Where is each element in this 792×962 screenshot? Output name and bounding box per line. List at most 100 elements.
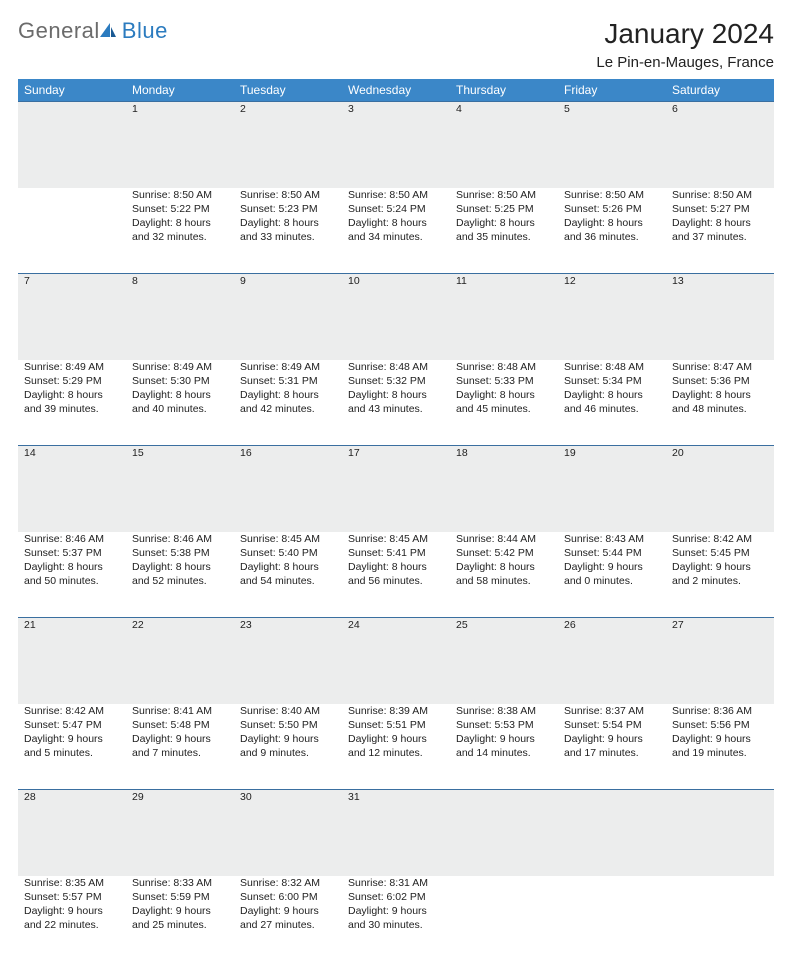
day-number (558, 790, 666, 876)
day-cell: Sunrise: 8:38 AMSunset: 5:53 PMDaylight:… (450, 704, 558, 790)
day-number: 9 (234, 274, 342, 360)
sunrise-text: Sunrise: 8:44 AM (456, 532, 552, 546)
day-cell: Sunrise: 8:50 AMSunset: 5:23 PMDaylight:… (234, 188, 342, 274)
sunset-text: Sunset: 5:44 PM (564, 546, 660, 560)
location-label: Le Pin-en-Mauges, France (596, 54, 774, 71)
weekday-header: Monday (126, 79, 234, 102)
day-cell: Sunrise: 8:35 AMSunset: 5:57 PMDaylight:… (18, 876, 126, 962)
d1-text: Daylight: 9 hours (132, 904, 228, 918)
sunrise-text: Sunrise: 8:42 AM (24, 704, 120, 718)
day-number: 6 (666, 102, 774, 188)
d2-text: and 0 minutes. (564, 574, 660, 588)
calendar-header-row: Sunday Monday Tuesday Wednesday Thursday… (18, 79, 774, 102)
day-cell: Sunrise: 8:37 AMSunset: 5:54 PMDaylight:… (558, 704, 666, 790)
sunrise-text: Sunrise: 8:40 AM (240, 704, 336, 718)
day-cell: Sunrise: 8:50 AMSunset: 5:27 PMDaylight:… (666, 188, 774, 274)
sunrise-text: Sunrise: 8:45 AM (348, 532, 444, 546)
day-cell: Sunrise: 8:47 AMSunset: 5:36 PMDaylight:… (666, 360, 774, 446)
day-cell: Sunrise: 8:43 AMSunset: 5:44 PMDaylight:… (558, 532, 666, 618)
d2-text: and 50 minutes. (24, 574, 120, 588)
day-cell: Sunrise: 8:49 AMSunset: 5:29 PMDaylight:… (18, 360, 126, 446)
d2-text: and 43 minutes. (348, 402, 444, 416)
sunrise-text: Sunrise: 8:50 AM (672, 188, 768, 202)
day-number: 21 (18, 618, 126, 704)
day-number: 13 (666, 274, 774, 360)
sunrise-text: Sunrise: 8:46 AM (24, 532, 120, 546)
sunrise-text: Sunrise: 8:48 AM (564, 360, 660, 374)
calendar-body: 123456Sunrise: 8:50 AMSunset: 5:22 PMDay… (18, 102, 774, 962)
day-number: 14 (18, 446, 126, 532)
sunrise-text: Sunrise: 8:50 AM (132, 188, 228, 202)
d1-text: Daylight: 9 hours (24, 732, 120, 746)
weekday-header: Saturday (666, 79, 774, 102)
title-block: January 2024 Le Pin-en-Mauges, France (596, 18, 774, 71)
d1-text: Daylight: 8 hours (132, 560, 228, 574)
d1-text: Daylight: 8 hours (24, 388, 120, 402)
sunset-text: Sunset: 5:24 PM (348, 202, 444, 216)
d1-text: Daylight: 8 hours (564, 216, 660, 230)
sunrise-text: Sunrise: 8:41 AM (132, 704, 228, 718)
sunrise-text: Sunrise: 8:39 AM (348, 704, 444, 718)
day-cell (558, 876, 666, 962)
d2-text: and 19 minutes. (672, 746, 768, 760)
d2-text: and 7 minutes. (132, 746, 228, 760)
sunset-text: Sunset: 5:27 PM (672, 202, 768, 216)
sunrise-text: Sunrise: 8:49 AM (240, 360, 336, 374)
sunrise-text: Sunrise: 8:42 AM (672, 532, 768, 546)
logo: General Blue (18, 18, 168, 44)
day-number: 25 (450, 618, 558, 704)
day-number: 3 (342, 102, 450, 188)
sunset-text: Sunset: 5:31 PM (240, 374, 336, 388)
sunset-text: Sunset: 5:38 PM (132, 546, 228, 560)
sunrise-text: Sunrise: 8:50 AM (240, 188, 336, 202)
d1-text: Daylight: 9 hours (240, 904, 336, 918)
day-cell: Sunrise: 8:32 AMSunset: 6:00 PMDaylight:… (234, 876, 342, 962)
d2-text: and 32 minutes. (132, 230, 228, 244)
day-cell: Sunrise: 8:44 AMSunset: 5:42 PMDaylight:… (450, 532, 558, 618)
d1-text: Daylight: 8 hours (672, 216, 768, 230)
day-number: 16 (234, 446, 342, 532)
day-content-row: Sunrise: 8:35 AMSunset: 5:57 PMDaylight:… (18, 876, 774, 962)
weekday-header: Tuesday (234, 79, 342, 102)
day-number-row: 14151617181920 (18, 446, 774, 532)
d1-text: Daylight: 8 hours (240, 216, 336, 230)
d1-text: Daylight: 8 hours (348, 216, 444, 230)
sunset-text: Sunset: 6:00 PM (240, 890, 336, 904)
day-cell: Sunrise: 8:31 AMSunset: 6:02 PMDaylight:… (342, 876, 450, 962)
sunset-text: Sunset: 5:45 PM (672, 546, 768, 560)
sunset-text: Sunset: 5:29 PM (24, 374, 120, 388)
sunset-text: Sunset: 5:34 PM (564, 374, 660, 388)
d2-text: and 33 minutes. (240, 230, 336, 244)
d1-text: Daylight: 8 hours (348, 388, 444, 402)
day-number: 10 (342, 274, 450, 360)
sunset-text: Sunset: 5:23 PM (240, 202, 336, 216)
d2-text: and 5 minutes. (24, 746, 120, 760)
d2-text: and 37 minutes. (672, 230, 768, 244)
day-number: 5 (558, 102, 666, 188)
d1-text: Daylight: 8 hours (348, 560, 444, 574)
day-cell: Sunrise: 8:36 AMSunset: 5:56 PMDaylight:… (666, 704, 774, 790)
day-cell: Sunrise: 8:40 AMSunset: 5:50 PMDaylight:… (234, 704, 342, 790)
day-content-row: Sunrise: 8:46 AMSunset: 5:37 PMDaylight:… (18, 532, 774, 618)
d2-text: and 40 minutes. (132, 402, 228, 416)
sunrise-text: Sunrise: 8:38 AM (456, 704, 552, 718)
d1-text: Daylight: 9 hours (348, 904, 444, 918)
day-number: 30 (234, 790, 342, 876)
d1-text: Daylight: 9 hours (456, 732, 552, 746)
day-number: 24 (342, 618, 450, 704)
d1-text: Daylight: 8 hours (672, 388, 768, 402)
day-number: 8 (126, 274, 234, 360)
d2-text: and 46 minutes. (564, 402, 660, 416)
sunrise-text: Sunrise: 8:50 AM (348, 188, 444, 202)
month-title: January 2024 (596, 18, 774, 50)
sunset-text: Sunset: 5:41 PM (348, 546, 444, 560)
sunrise-text: Sunrise: 8:48 AM (456, 360, 552, 374)
day-cell (18, 188, 126, 274)
d1-text: Daylight: 8 hours (132, 216, 228, 230)
day-number: 12 (558, 274, 666, 360)
sunrise-text: Sunrise: 8:32 AM (240, 876, 336, 890)
d2-text: and 17 minutes. (564, 746, 660, 760)
d2-text: and 35 minutes. (456, 230, 552, 244)
day-number: 23 (234, 618, 342, 704)
logo-sail-icon (98, 21, 118, 41)
